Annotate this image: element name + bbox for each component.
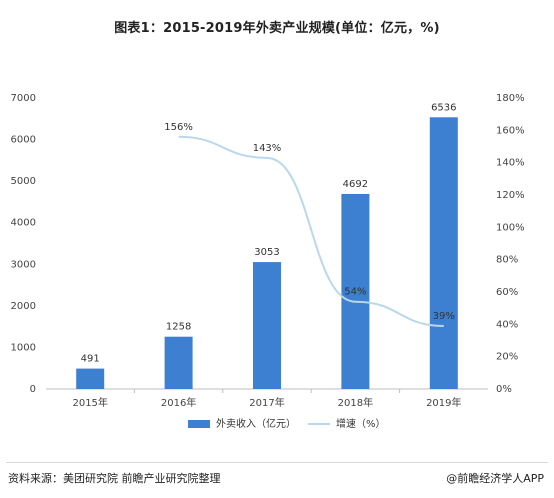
growth-line[interactable] xyxy=(178,135,444,327)
y-right-tick-label: 140% xyxy=(496,158,525,169)
bar-value-label: 1258 xyxy=(166,322,191,333)
line-value-label: 54% xyxy=(344,287,366,298)
y-right-tick-label: 80% xyxy=(496,255,518,266)
x-tick-label: 2015年 xyxy=(72,396,107,409)
source-note: 资料来源：美团研究院 前瞻产业研究院整理 xyxy=(8,472,221,485)
y-right-tick-label: 0% xyxy=(496,384,512,395)
y-left-tick-label: 6000 xyxy=(11,135,36,146)
bar[interactable] xyxy=(76,368,105,389)
y-right-tick-label: 180% xyxy=(496,93,525,104)
legend-bar-label: 外卖收入（亿元） xyxy=(216,417,296,430)
y-right-tick-label: 40% xyxy=(496,319,518,330)
bar-value-label: 3053 xyxy=(254,247,279,258)
x-tick-label: 2016年 xyxy=(161,396,196,409)
bar[interactable] xyxy=(341,193,370,389)
x-tick-label: 2018年 xyxy=(338,396,373,409)
y-left-tick-label: 7000 xyxy=(11,93,36,104)
y-left-tick-label: 1000 xyxy=(11,342,36,353)
chart-title: 图表1：2015-2019年外卖产业规模(单位：亿元，%) xyxy=(114,21,440,36)
y-left-tick-label: 2000 xyxy=(11,301,36,312)
y-right-tick-label: 100% xyxy=(496,222,525,233)
y-right-tick-label: 60% xyxy=(496,287,518,298)
bar[interactable] xyxy=(253,262,281,389)
y-right-tick-label: 120% xyxy=(496,190,525,201)
publisher-credit: @前瞻经济学人APP xyxy=(446,472,544,485)
x-tick-label: 2017年 xyxy=(249,396,284,409)
line-value-label: 156% xyxy=(164,122,193,133)
legend-line-label: 增速（%） xyxy=(336,417,386,430)
legend-bar-swatch xyxy=(188,420,210,428)
y-right-tick-label: 20% xyxy=(496,352,518,363)
y-left-tick-label: 4000 xyxy=(11,218,36,229)
bar-value-label: 491 xyxy=(81,354,100,365)
y-left-tick-label: 0 xyxy=(30,384,36,395)
line-value-label: 143% xyxy=(253,143,282,154)
y-left-tick-label: 5000 xyxy=(11,176,36,187)
y-left-tick-label: 3000 xyxy=(11,259,36,270)
bar-value-label: 4692 xyxy=(343,179,368,190)
footer-divider xyxy=(6,462,548,463)
x-tick-label: 2019年 xyxy=(426,396,461,409)
bar-value-label: 6536 xyxy=(431,102,456,113)
bar[interactable] xyxy=(164,336,193,389)
y-right-tick-label: 160% xyxy=(496,125,525,136)
line-value-label: 39% xyxy=(433,311,455,322)
bar[interactable] xyxy=(429,117,458,389)
